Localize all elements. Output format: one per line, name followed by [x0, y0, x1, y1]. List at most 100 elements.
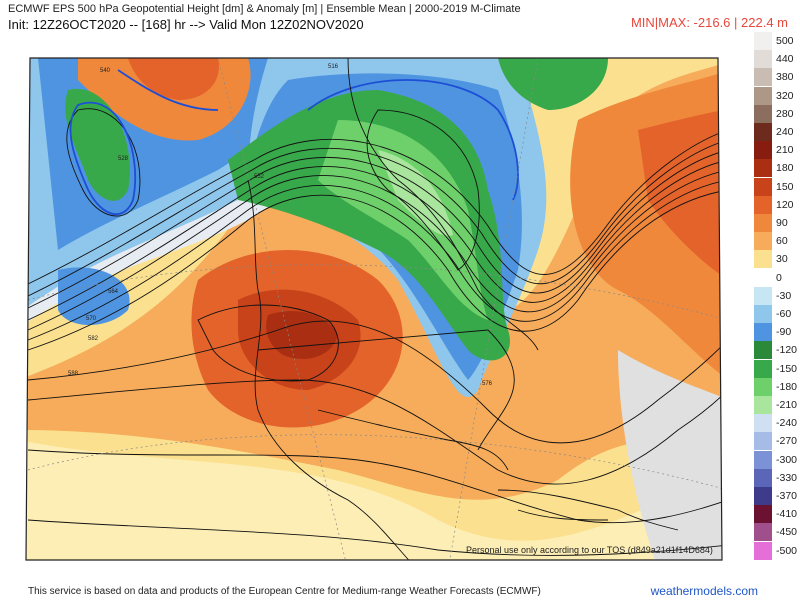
legend-row: 30	[752, 250, 800, 269]
contour-label: 570	[86, 316, 97, 322]
contour-label: 552	[254, 174, 265, 180]
legend-swatch	[754, 68, 772, 87]
legend-row: 380	[752, 68, 800, 87]
legend-swatch	[754, 50, 772, 69]
tos-notice: Personal use only according to our TOS (…	[466, 545, 713, 555]
legend-swatch	[754, 195, 772, 214]
legend-label: 90	[776, 217, 788, 229]
legend-swatch	[754, 450, 772, 469]
legend-label: 320	[776, 89, 794, 102]
legend-row: 60	[752, 232, 800, 251]
legend-row: -330	[752, 468, 800, 487]
legend-swatch	[754, 396, 772, 414]
legend-row: -180	[752, 377, 800, 396]
legend-label: 210	[776, 144, 794, 157]
legend-swatch	[754, 414, 772, 433]
legend-swatch	[754, 541, 772, 560]
legend-swatch	[754, 505, 772, 524]
legend-label: 60	[776, 235, 788, 248]
legend-label: -180	[776, 380, 798, 393]
header-line1: ECMWF EPS 500 hPa Geopotential Height [d…	[8, 3, 521, 15]
legend-swatch	[754, 341, 772, 360]
legend-row: -120	[752, 341, 800, 360]
legend-swatch	[754, 359, 772, 378]
legend-row: 280	[752, 104, 800, 123]
legend-row: 440	[752, 50, 800, 69]
legend-label: 180	[776, 162, 794, 175]
legend-swatch	[754, 377, 772, 396]
contour-label: 528	[118, 156, 129, 162]
legend-row: 180	[752, 159, 800, 178]
contour-label: 582	[88, 336, 99, 342]
legend-swatch	[754, 268, 772, 287]
contour-label: 576	[482, 381, 493, 387]
legend-swatch	[754, 123, 772, 141]
legend-swatch	[754, 250, 772, 269]
legend-swatch	[754, 159, 772, 178]
brand-link[interactable]: weathermodels.com	[650, 584, 758, 598]
legend-swatch	[754, 32, 772, 50]
contour-label: 540	[100, 68, 111, 74]
contour-label: 588	[68, 371, 79, 377]
min-max-readout: MIN|MAX: -216.6 | 222.4 m	[630, 15, 788, 30]
legend-row: 240	[752, 123, 800, 141]
legend-row: -300	[752, 450, 800, 469]
legend-row: 120	[752, 195, 800, 214]
legend-row: -410	[752, 505, 800, 524]
legend-label: -30	[776, 289, 792, 302]
legend-swatch	[754, 214, 772, 232]
legend-swatch	[754, 523, 772, 542]
legend-row: -500	[752, 541, 800, 560]
legend-row: -90	[752, 323, 800, 342]
legend-swatch	[754, 232, 772, 251]
anomaly-map: 540 516 528 552 564 570 576 582 588	[25, 57, 723, 561]
legend-row: 150	[752, 177, 800, 196]
legend-label: -300	[776, 453, 798, 466]
legend-swatch	[754, 177, 772, 196]
legend-label: 440	[776, 53, 794, 66]
legend-row: 500	[752, 32, 800, 50]
legend-row: -270	[752, 432, 800, 451]
contour-label: 516	[328, 64, 339, 70]
legend-swatch	[754, 468, 772, 487]
legend-label: -120	[776, 344, 798, 357]
legend-label: -60	[776, 308, 792, 320]
legend-label: 30	[776, 253, 788, 266]
legend-label: -500	[776, 544, 798, 557]
legend-label: -370	[776, 490, 798, 502]
legend-label: 240	[776, 126, 794, 138]
legend-label: -150	[776, 362, 798, 375]
legend-row: -240	[752, 414, 800, 433]
legend-swatch	[754, 86, 772, 105]
legend-label: 380	[776, 71, 794, 84]
header-line2: Init: 12Z26OCT2020 -- [168] hr --> Valid…	[8, 17, 364, 32]
legend-row: -30	[752, 286, 800, 305]
legend-label: 280	[776, 107, 794, 120]
legend-row: -150	[752, 359, 800, 378]
legend-swatch	[754, 305, 772, 323]
legend-swatch	[754, 487, 772, 505]
legend-row: 0	[752, 268, 800, 287]
legend-label: -450	[776, 526, 798, 539]
legend-label: -90	[776, 326, 792, 339]
legend-label: -240	[776, 417, 798, 430]
legend-row: 210	[752, 141, 800, 160]
legend-label: -210	[776, 399, 798, 411]
legend-label: 0	[776, 271, 782, 284]
legend-row: -450	[752, 523, 800, 542]
legend-label: 500	[776, 35, 794, 47]
legend-swatch	[754, 104, 772, 123]
legend-label: -330	[776, 471, 798, 484]
legend-swatch	[754, 432, 772, 451]
legend-row: -210	[752, 396, 800, 414]
legend-row: 90	[752, 214, 800, 232]
legend-row: 320	[752, 86, 800, 105]
legend-label: 150	[776, 180, 794, 193]
contour-label: 564	[108, 289, 119, 295]
legend-label: -410	[776, 508, 798, 521]
legend-row: -370	[752, 487, 800, 505]
footer-credit: This service is based on data and produc…	[28, 586, 541, 597]
legend-swatch	[754, 286, 772, 305]
legend-label: 120	[776, 198, 794, 211]
legend-swatch	[754, 141, 772, 160]
